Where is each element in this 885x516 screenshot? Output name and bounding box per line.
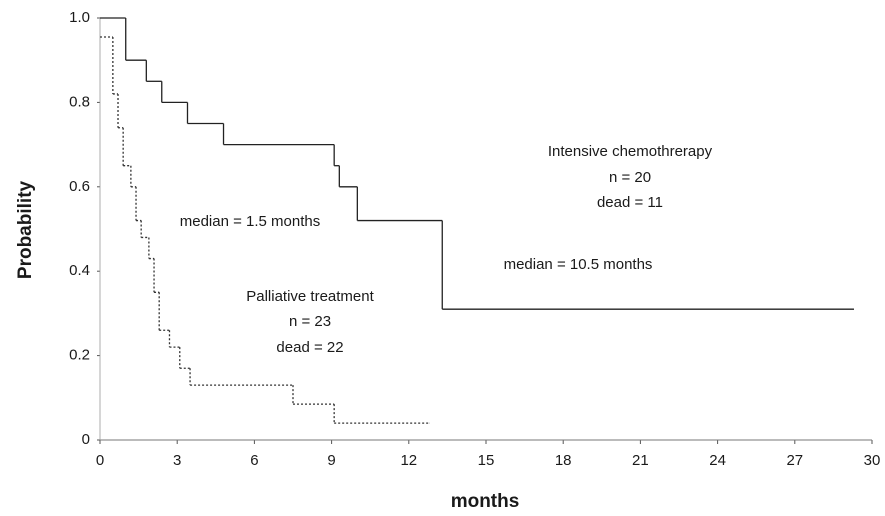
x-tick-label: 9 [327, 452, 335, 469]
x-tick-label: 0 [96, 452, 104, 469]
y-tick-label: 0.8 [69, 93, 90, 110]
annotation: Palliative treatment [246, 288, 374, 305]
annotation: median = 10.5 months [504, 256, 653, 273]
annotation: dead = 11 [597, 194, 663, 211]
annotation: n = 23 [289, 313, 331, 330]
annotation: dead = 22 [276, 339, 343, 356]
annotation: Intensive chemothrerapy [548, 143, 713, 160]
y-tick-label: 0.4 [69, 262, 90, 279]
x-axis-title: months [451, 491, 520, 512]
x-tick-label: 27 [786, 452, 803, 469]
annotation: n = 20 [609, 169, 651, 186]
x-tick-label: 24 [709, 452, 726, 469]
y-tick-label: 1.0 [69, 9, 90, 26]
x-tick-label: 6 [250, 452, 258, 469]
annotation: median = 1.5 months [180, 213, 321, 230]
x-tick-label: 18 [555, 452, 572, 469]
x-tick-label: 15 [478, 452, 495, 469]
y-tick-label: 0 [82, 431, 90, 448]
y-axis-title: Probability [15, 180, 36, 279]
x-tick-label: 3 [173, 452, 181, 469]
x-tick-label: 30 [864, 452, 881, 469]
x-tick-label: 21 [632, 452, 649, 469]
x-tick-label: 12 [400, 452, 417, 469]
y-tick-label: 0.6 [69, 178, 90, 195]
y-tick-label: 0.2 [69, 347, 90, 364]
